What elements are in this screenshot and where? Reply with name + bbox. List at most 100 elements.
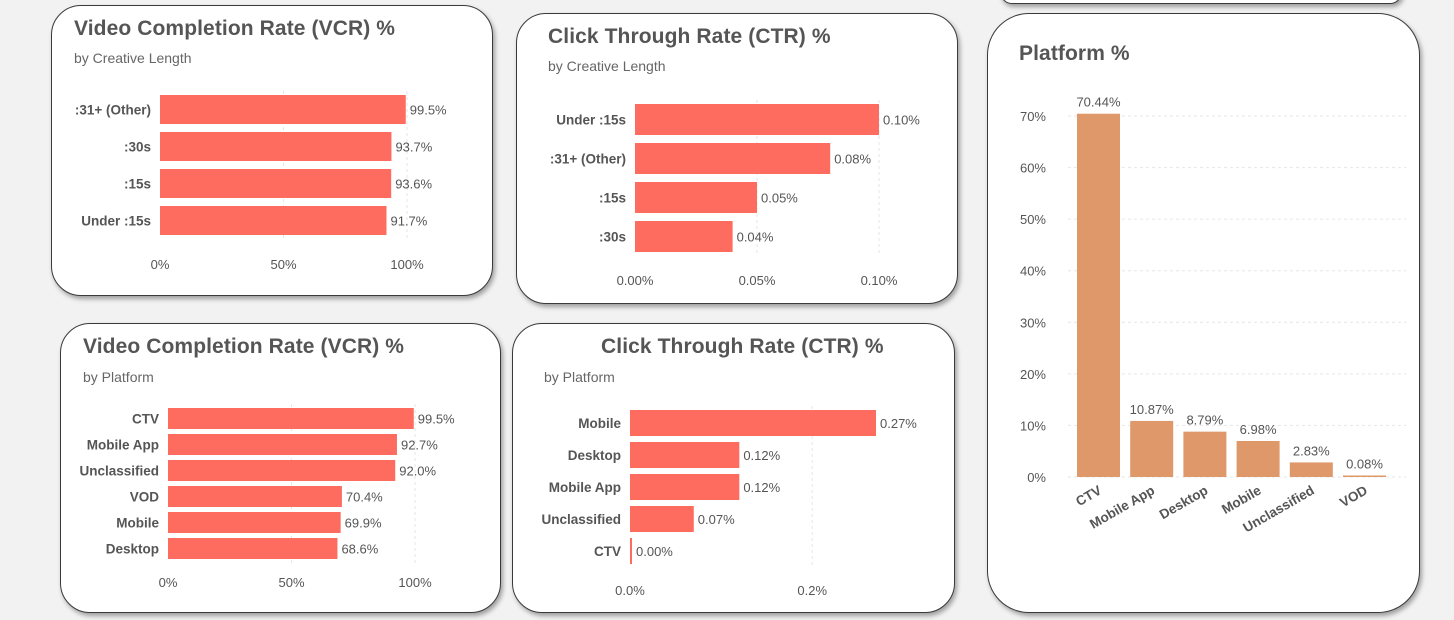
data-label: 0.27% <box>880 416 917 431</box>
ctr-length-chart: 0.00% 0.05% 0.10% Under :15s 0.10% :31+ (Othe… <box>550 100 920 288</box>
vcr-length-chart: 0% 50% 100%:31+ (Other) 99.5%:30s 93.7%:15s 9… <box>75 91 447 272</box>
category-label: Unclassified <box>541 512 621 527</box>
x-tick-label: 0.05% <box>739 273 776 288</box>
bar <box>635 221 733 252</box>
platform-share-chart: 0%10%20%30%40%50%60%70%70.44%CTV10.87%Mo… <box>1020 95 1406 535</box>
x-tick-label: 0.00% <box>617 273 654 288</box>
bar <box>168 538 338 559</box>
data-label: 0.00% <box>636 544 673 559</box>
bar <box>630 474 740 500</box>
category-label: Desktop <box>1157 483 1211 523</box>
x-tick-label: 100% <box>390 257 424 272</box>
category-label: Mobile App <box>549 480 621 495</box>
bar <box>160 169 392 198</box>
category-label: Mobile App <box>87 438 159 453</box>
bar <box>635 182 757 213</box>
data-label: 99.5% <box>418 412 455 427</box>
bar <box>1077 113 1120 477</box>
ctr-platform-subtitle: by Platform <box>544 369 615 385</box>
y-tick-label: 50% <box>1020 212 1046 227</box>
bar <box>160 95 406 124</box>
data-label: 0.08% <box>834 152 871 167</box>
data-label: 10.87% <box>1130 402 1175 417</box>
bar <box>1183 431 1227 477</box>
data-label: 0.08% <box>1346 457 1383 472</box>
data-label: 0.05% <box>761 191 798 206</box>
y-tick-label: 60% <box>1020 161 1046 176</box>
bar <box>1236 441 1280 477</box>
y-tick-label: 0% <box>1027 470 1046 485</box>
vcr-by-platform-card[interactable]: Video Completion Rate (VCR) % by Platfor… <box>60 323 501 613</box>
data-label: 0.04% <box>737 230 774 245</box>
ctr-length-title: Click Through Rate (CTR) % <box>548 25 831 48</box>
bar <box>635 104 879 135</box>
vcr-platform-title: Video Completion Rate (VCR) % <box>83 335 405 358</box>
y-tick-label: 10% <box>1020 418 1046 433</box>
category-label: CTV <box>594 544 621 559</box>
data-label: 93.6% <box>395 177 432 192</box>
bar <box>168 512 341 533</box>
data-label: 91.7% <box>390 214 427 229</box>
ctr-by-platform-card[interactable]: Click Through Rate (CTR) % by Platform 0… <box>512 323 955 613</box>
card-edge <box>1000 0 1402 4</box>
data-label: 92.0% <box>399 464 436 479</box>
category-label: Desktop <box>106 542 159 557</box>
data-label: 68.6% <box>341 542 378 557</box>
category-label: :30s <box>124 140 151 155</box>
platform-share-title: Platform % <box>1019 42 1130 65</box>
vcr-by-length-card[interactable]: Video Completion Rate (VCR) % by Creativ… <box>51 5 493 296</box>
data-label: 8.79% <box>1186 413 1223 428</box>
data-label: 0.10% <box>883 113 920 128</box>
x-tick-label: 50% <box>278 575 304 590</box>
y-tick-label: 20% <box>1020 367 1046 382</box>
x-tick-label: 100% <box>398 575 432 590</box>
category-label: Unclassified <box>79 464 159 479</box>
y-tick-label: 30% <box>1020 315 1046 330</box>
data-label: 0.12% <box>743 480 780 495</box>
bar <box>1289 462 1333 477</box>
vcr-length-title: Video Completion Rate (VCR) % <box>74 17 396 40</box>
bar <box>1343 475 1386 477</box>
bar <box>160 206 387 235</box>
x-tick-label: 0% <box>159 575 178 590</box>
x-tick-label: 0.2% <box>797 583 827 598</box>
category-label: CTV <box>132 412 159 427</box>
vcr-platform-subtitle: by Platform <box>83 369 154 385</box>
data-label: 93.7% <box>395 140 432 155</box>
ctr-platform-chart: 0.0% 0.2% Mobile 0.27% Desktop 0.12% Mobile Ap… <box>541 406 917 598</box>
bar <box>635 143 831 174</box>
category-label: :31+ (Other) <box>550 152 626 167</box>
data-label: 99.5% <box>410 103 447 118</box>
vcr-length-subtitle: by Creative Length <box>74 50 192 66</box>
category-label: :30s <box>599 230 626 245</box>
x-tick-label: 0.10% <box>861 273 898 288</box>
data-label: 92.7% <box>401 438 438 453</box>
bar <box>168 486 342 507</box>
bar <box>168 460 396 481</box>
y-tick-label: 40% <box>1020 264 1046 279</box>
category-label: Under :15s <box>556 113 626 128</box>
category-label: Mobile <box>578 416 621 431</box>
category-label: CTV <box>1073 483 1104 509</box>
category-label: Mobile <box>116 516 159 531</box>
data-label: 0.07% <box>698 512 735 527</box>
category-label: Under :15s <box>81 214 151 229</box>
data-label: 2.83% <box>1293 443 1330 458</box>
ctr-platform-title: Click Through Rate (CTR) % <box>601 335 884 358</box>
category-label: :31+ (Other) <box>75 103 151 118</box>
x-tick-label: 0.0% <box>615 583 645 598</box>
bar <box>160 132 392 161</box>
bar <box>630 442 740 468</box>
x-tick-label: 50% <box>270 257 296 272</box>
x-tick-label: 0% <box>151 257 170 272</box>
platform-share-card[interactable]: Platform % 0% 10% 20% 30% 40% 50% 60% 70% 70.44%… <box>987 13 1420 613</box>
category-label: Desktop <box>568 448 621 463</box>
data-label: 70.44% <box>1076 95 1121 110</box>
data-label: 0.12% <box>743 448 780 463</box>
data-label: 6.98% <box>1240 422 1277 437</box>
ctr-by-length-card[interactable]: Click Through Rate (CTR) % by Creative L… <box>516 13 958 304</box>
data-label: 69.9% <box>345 516 382 531</box>
bar <box>168 408 414 429</box>
category-label: VOD <box>130 490 160 505</box>
bar <box>168 434 397 455</box>
